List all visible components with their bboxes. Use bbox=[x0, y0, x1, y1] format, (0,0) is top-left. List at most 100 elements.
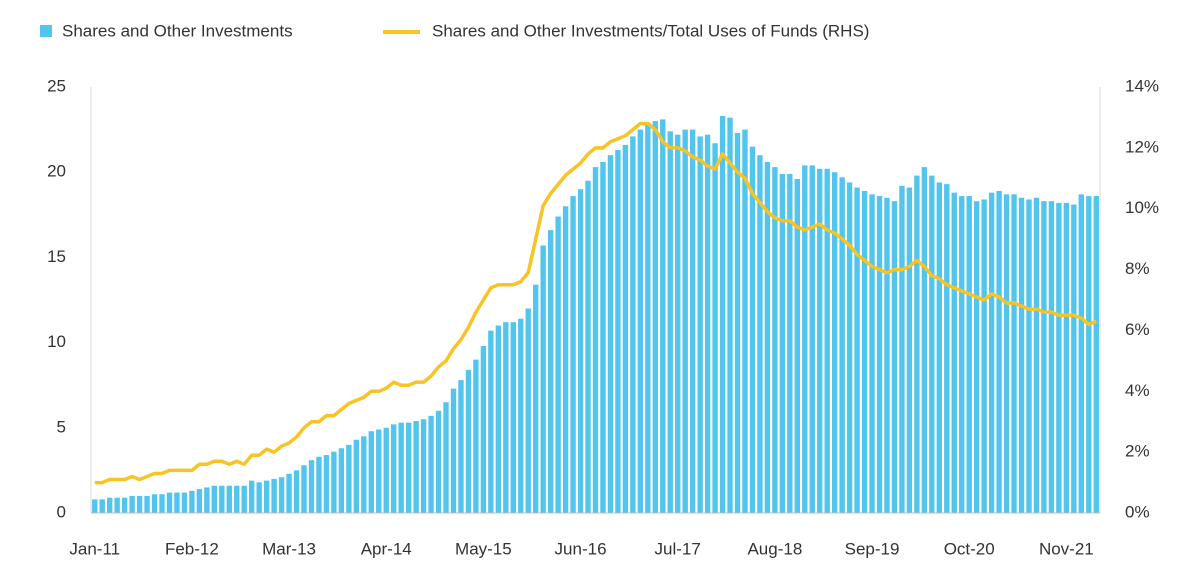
bar bbox=[973, 201, 980, 513]
bar bbox=[144, 495, 150, 513]
bar bbox=[151, 494, 158, 513]
bar bbox=[1011, 194, 1017, 514]
bar bbox=[831, 172, 838, 513]
bar bbox=[689, 129, 696, 513]
bar bbox=[518, 318, 524, 513]
bar bbox=[1093, 196, 1099, 513]
y2-tick-label: 2% bbox=[1125, 442, 1150, 461]
bar bbox=[652, 121, 658, 513]
legend-label: Shares and Other Investments bbox=[62, 21, 293, 40]
bar bbox=[772, 167, 778, 513]
bar bbox=[682, 129, 688, 513]
bar bbox=[129, 495, 135, 513]
bar bbox=[525, 308, 531, 513]
bar bbox=[413, 420, 419, 513]
bar bbox=[667, 131, 673, 513]
bar bbox=[204, 487, 210, 513]
bar bbox=[465, 369, 472, 513]
bar bbox=[944, 184, 950, 514]
y-tick-label: 20 bbox=[47, 162, 66, 181]
bar bbox=[660, 119, 666, 513]
x-tick-label: Aug-18 bbox=[747, 539, 802, 558]
bar bbox=[914, 175, 920, 513]
y2-tick-label: 8% bbox=[1125, 259, 1150, 278]
x-tick-label: Oct-20 bbox=[944, 539, 995, 558]
bar bbox=[1078, 194, 1085, 514]
bar bbox=[802, 165, 808, 513]
bar bbox=[555, 216, 561, 513]
bar bbox=[929, 175, 935, 513]
bar bbox=[921, 167, 928, 513]
y2-tick-label: 4% bbox=[1125, 381, 1150, 400]
bar bbox=[278, 477, 285, 513]
x-tick-label: Sep-19 bbox=[845, 539, 900, 558]
bar bbox=[271, 478, 277, 513]
bar bbox=[600, 161, 606, 513]
bar bbox=[293, 470, 300, 513]
x-tick-label: Jun-16 bbox=[555, 539, 607, 558]
x-tick-label: Mar-13 bbox=[262, 539, 316, 558]
bar bbox=[316, 456, 322, 513]
bar bbox=[607, 155, 614, 513]
bar bbox=[787, 173, 793, 514]
bar bbox=[286, 473, 292, 513]
bar bbox=[353, 439, 360, 513]
bar bbox=[547, 230, 554, 514]
bar bbox=[615, 150, 621, 513]
legend-swatch bbox=[40, 25, 52, 37]
bar bbox=[996, 190, 1002, 513]
y-tick-label: 0 bbox=[57, 502, 66, 521]
bar bbox=[189, 490, 195, 513]
bar bbox=[166, 492, 173, 513]
bar bbox=[159, 494, 165, 513]
bar bbox=[473, 359, 479, 513]
bar bbox=[779, 173, 786, 514]
bar bbox=[450, 388, 457, 513]
bar bbox=[114, 497, 120, 513]
bar bbox=[376, 429, 382, 513]
bar bbox=[106, 497, 113, 513]
bar bbox=[1026, 199, 1032, 514]
bar bbox=[809, 165, 815, 513]
bar bbox=[211, 485, 218, 513]
bar bbox=[249, 480, 255, 513]
bar bbox=[301, 465, 307, 513]
bar bbox=[136, 495, 143, 513]
bar bbox=[637, 129, 644, 513]
bar bbox=[510, 322, 516, 513]
bar bbox=[99, 499, 105, 513]
bar bbox=[1018, 197, 1025, 513]
bar bbox=[861, 190, 868, 513]
bar bbox=[323, 455, 330, 513]
bar bbox=[181, 492, 188, 513]
bar bbox=[234, 485, 240, 513]
bar bbox=[263, 480, 270, 513]
bar bbox=[742, 129, 748, 513]
bar bbox=[1041, 201, 1047, 513]
bar bbox=[988, 192, 995, 513]
bar bbox=[817, 168, 823, 514]
x-tick-label: Nov-21 bbox=[1039, 539, 1094, 558]
bar bbox=[420, 419, 427, 513]
x-tick-label: Jan-11 bbox=[69, 539, 120, 558]
bar bbox=[704, 134, 711, 513]
bar bbox=[585, 180, 591, 513]
bar bbox=[121, 497, 128, 513]
bar bbox=[876, 196, 883, 513]
bar bbox=[458, 380, 464, 513]
bar bbox=[1003, 194, 1010, 514]
y-tick-label: 10 bbox=[47, 332, 66, 351]
legend-label: Shares and Other Investments/Total Uses … bbox=[432, 21, 869, 40]
bar bbox=[951, 192, 957, 513]
bar bbox=[622, 144, 629, 513]
legend: Shares and Other Investments Shares and … bbox=[40, 21, 869, 40]
bar bbox=[92, 499, 98, 513]
bar bbox=[308, 460, 315, 513]
bar bbox=[824, 168, 830, 514]
bar bbox=[764, 161, 771, 513]
bar bbox=[630, 136, 636, 513]
bar bbox=[503, 322, 509, 513]
bar bbox=[839, 177, 845, 513]
bar bbox=[331, 451, 337, 513]
